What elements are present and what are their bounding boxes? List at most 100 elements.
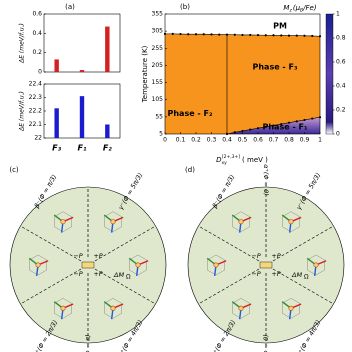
xl-sup: [2+,3+] — [222, 154, 240, 160]
colorbar-tick-label: 1 — [336, 11, 340, 18]
polarization-label: +P — [271, 252, 280, 260]
sector-label: α⁺(Φ = 0) — [262, 334, 270, 352]
boundary-point — [287, 121, 291, 124]
site — [35, 262, 41, 268]
y-axis-label: Temperature (K) — [141, 45, 149, 103]
cb-unit-end: /Fe) — [302, 4, 317, 12]
x-tick-label: 0.8 — [284, 137, 294, 144]
y-tick-label: 55 — [155, 113, 163, 120]
x-tick-label: 0.1 — [176, 137, 186, 144]
y-tick-label: 22.4 — [29, 81, 43, 88]
xl-sub: xy — [222, 161, 228, 166]
boundary-point — [249, 128, 252, 131]
x-tick-label: 0.7 — [269, 137, 279, 144]
sector-label: α⁺(Φ = 0) — [262, 164, 270, 196]
y-tick-label: 5 — [159, 131, 163, 138]
panel-label: (d) — [185, 166, 195, 174]
y-tick-label: 305 — [152, 28, 164, 35]
site — [110, 219, 116, 225]
boundary-point — [171, 32, 174, 35]
domain-wall — [94, 225, 156, 262]
boundary-point — [218, 33, 221, 36]
note: Ω — [304, 274, 309, 281]
y-tick-label: 22 — [34, 135, 42, 142]
site — [60, 305, 66, 311]
boundary-point — [241, 33, 244, 37]
y-tick-label: 22.1 — [29, 121, 43, 128]
boundary-point — [256, 33, 260, 37]
y-tick-label: 205 — [152, 62, 164, 69]
y-tick-label: 0 — [38, 69, 42, 76]
polarization-label: −P — [251, 252, 260, 260]
y-tick-label: 255 — [152, 45, 164, 52]
panel-label: (c) — [9, 166, 19, 174]
site — [238, 219, 244, 225]
lattice-hexagon — [104, 298, 122, 319]
boundary-point — [287, 34, 291, 37]
note: Ω — [126, 274, 131, 281]
lattice-hexagon — [232, 211, 250, 232]
lattice-hexagon — [232, 298, 250, 319]
domain-wall — [198, 225, 260, 262]
cb-sub: z — [288, 8, 292, 13]
bar — [79, 70, 85, 72]
lattice-hexagon — [54, 211, 72, 232]
lattice-hexagon — [282, 298, 300, 319]
y-tick-label: 22.3 — [29, 94, 43, 101]
polarization-label: −P — [73, 270, 82, 278]
polarization-label: −P — [251, 270, 260, 278]
bar — [79, 96, 85, 138]
bar — [54, 59, 59, 72]
site — [238, 305, 244, 311]
domain-wall — [20, 268, 82, 305]
boundary-point — [272, 34, 275, 37]
colorbar-label: Mz(μB/Fe) — [283, 4, 316, 13]
lattice-hexagon — [207, 254, 225, 276]
boundary-point — [295, 34, 298, 37]
lattice-hexagon — [282, 211, 300, 232]
site — [213, 262, 219, 268]
bar — [54, 108, 59, 138]
y-tick-label: 0.6 — [32, 11, 42, 18]
note: ΔM — [113, 271, 124, 279]
lattice-hexagon — [307, 254, 325, 276]
colorbar-tick-label: 0.2 — [336, 107, 346, 114]
y-tick-label: 105 — [152, 96, 164, 103]
colorbar-tick-label: 0 — [336, 131, 340, 138]
boundary-point — [280, 122, 283, 126]
x-tick-label: F₂ — [103, 144, 112, 153]
x-tick-label: 0.3 — [207, 137, 217, 144]
x-tick-label: 0.5 — [238, 137, 248, 144]
boundary-point — [225, 33, 229, 36]
xl-unit: ( meV ) — [242, 156, 268, 164]
y-tick-label: 0.4 — [32, 30, 42, 37]
boundary-point — [280, 34, 283, 37]
xl-sym: D — [216, 156, 222, 164]
site — [60, 219, 66, 225]
sector-label: α⁻(Φ = π) — [84, 334, 92, 352]
region-label: Phase - F₃ — [252, 63, 298, 72]
panel-label: (b) — [180, 3, 190, 11]
center-block — [81, 261, 95, 269]
boundary-point — [256, 127, 260, 130]
boundary-point — [272, 124, 275, 127]
panel-label: (a) — [65, 3, 75, 11]
lattice-hexagon — [54, 298, 72, 319]
center-block — [259, 261, 273, 269]
boundary-point — [241, 129, 244, 133]
boundary-point — [233, 33, 236, 36]
boundary-point — [179, 32, 182, 36]
site — [288, 305, 294, 311]
boundary-point — [303, 118, 306, 122]
x-tick-label: 0.9 — [300, 137, 310, 144]
bar — [105, 124, 110, 138]
domain-wall — [20, 225, 82, 262]
colorbar — [325, 13, 334, 135]
x-tick-label: 0 — [163, 137, 167, 144]
y-tick-label: 355 — [152, 11, 164, 18]
cb-sym: M — [283, 4, 289, 12]
cb-unit: (μ — [293, 4, 301, 12]
note: ΔM — [291, 271, 302, 279]
lattice-hexagon — [104, 211, 122, 232]
